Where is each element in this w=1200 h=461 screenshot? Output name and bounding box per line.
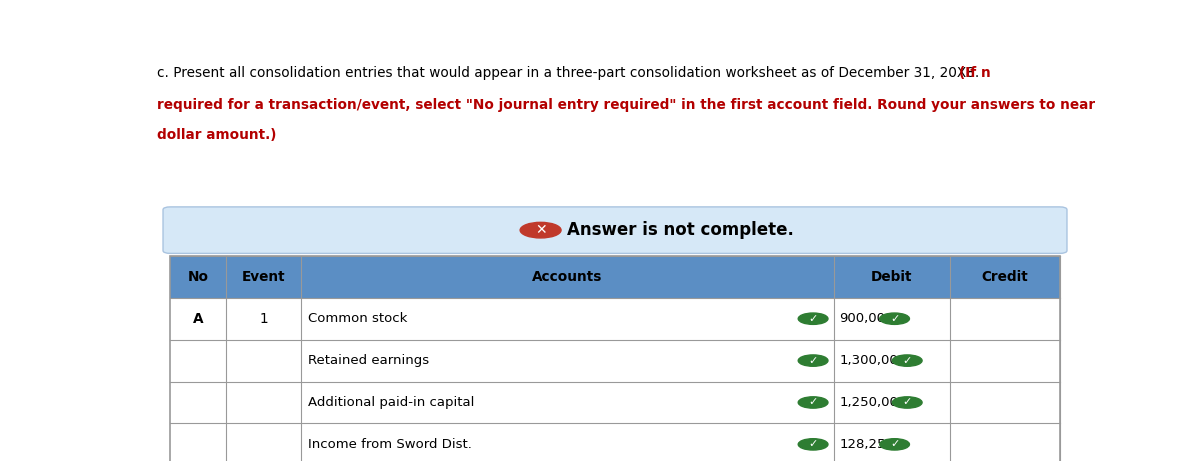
Text: Income from Sword Dist.: Income from Sword Dist. — [308, 438, 472, 451]
Text: A: A — [193, 312, 204, 326]
Text: ✓: ✓ — [809, 313, 817, 324]
Text: dollar amount.): dollar amount.) — [157, 128, 277, 142]
FancyBboxPatch shape — [163, 207, 1067, 254]
Text: (If n: (If n — [959, 66, 991, 80]
Text: Retained earnings: Retained earnings — [308, 354, 430, 367]
Text: required for a transaction/event, select "No journal entry required" in the firs: required for a transaction/event, select… — [157, 98, 1096, 112]
Text: Credit: Credit — [982, 270, 1028, 284]
Circle shape — [798, 355, 828, 366]
Text: 128,250: 128,250 — [839, 438, 894, 451]
Text: ✓: ✓ — [809, 439, 817, 449]
Text: 1,250,000: 1,250,000 — [839, 396, 906, 409]
Circle shape — [880, 439, 910, 450]
Circle shape — [798, 397, 828, 408]
Text: Additional paid-in capital: Additional paid-in capital — [308, 396, 474, 409]
Text: ✓: ✓ — [809, 355, 817, 366]
Text: ✓: ✓ — [902, 397, 912, 408]
Text: 900,000: 900,000 — [839, 312, 894, 325]
FancyBboxPatch shape — [170, 382, 1060, 423]
Text: c. Present all consolidation entries that would appear in a three-part consolida: c. Present all consolidation entries tha… — [157, 66, 984, 80]
Text: ✓: ✓ — [902, 355, 912, 366]
Circle shape — [880, 313, 910, 325]
Text: Common stock: Common stock — [308, 312, 408, 325]
FancyBboxPatch shape — [170, 298, 1060, 340]
FancyBboxPatch shape — [170, 340, 1060, 382]
Text: No: No — [188, 270, 209, 284]
Text: Event: Event — [241, 270, 286, 284]
Circle shape — [798, 439, 828, 450]
Text: Debit: Debit — [871, 270, 912, 284]
Circle shape — [520, 222, 562, 238]
Text: Answer is not complete.: Answer is not complete. — [566, 221, 793, 239]
Text: 1: 1 — [259, 312, 268, 326]
Circle shape — [893, 355, 922, 366]
FancyBboxPatch shape — [170, 256, 1060, 298]
Text: ✓: ✓ — [890, 313, 899, 324]
Text: ✕: ✕ — [535, 223, 546, 237]
FancyBboxPatch shape — [170, 423, 1060, 461]
Circle shape — [893, 397, 922, 408]
Text: ✓: ✓ — [809, 397, 817, 408]
Text: Accounts: Accounts — [532, 270, 602, 284]
Text: ✓: ✓ — [890, 439, 899, 449]
Circle shape — [798, 313, 828, 325]
Text: 1,300,000: 1,300,000 — [839, 354, 906, 367]
